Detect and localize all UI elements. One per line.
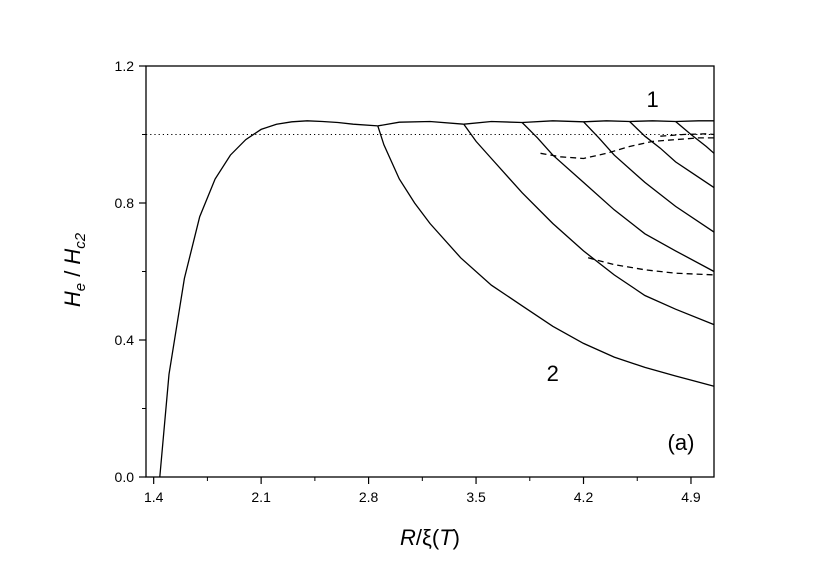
x-tick-label: 2.8 bbox=[359, 489, 379, 505]
x-tick-label: 3.5 bbox=[466, 489, 486, 505]
series-dashed-16 bbox=[587, 257, 715, 276]
x-tick-label: 1.4 bbox=[144, 489, 164, 505]
ticks-layer: 1.4 2.1 2.8 3.5 4.2 4.9 0.0 0.4 0.8 1.2 bbox=[115, 58, 701, 505]
series-solid-9 bbox=[463, 123, 715, 326]
curves-layer bbox=[146, 120, 715, 478]
curve-label-1: 1 bbox=[646, 87, 658, 112]
curve-label-2: 2 bbox=[547, 361, 559, 386]
x-axis-title-mid: /ξ( bbox=[416, 525, 440, 550]
series-solid-1 bbox=[159, 120, 378, 478]
panel-label: (a) bbox=[668, 430, 695, 455]
x-tick-label: 4.9 bbox=[681, 489, 701, 505]
series-solid-12 bbox=[629, 121, 715, 189]
series-solid-2 bbox=[377, 120, 464, 127]
x-axis-title: R/ξ(T) bbox=[400, 525, 460, 550]
x-axis-title-end: ) bbox=[453, 525, 460, 550]
series-solid-4 bbox=[522, 120, 584, 124]
series-solid-3 bbox=[463, 120, 523, 125]
x-axis-title-var: R bbox=[400, 525, 416, 550]
series-solid-13 bbox=[675, 121, 715, 154]
y-tick-label: 0.4 bbox=[115, 332, 135, 348]
series-solid-10 bbox=[521, 122, 715, 273]
series-dashed-14 bbox=[540, 137, 714, 160]
y-axis-title-sep: / bbox=[60, 265, 85, 283]
x-tick-label: 4.2 bbox=[574, 489, 594, 505]
series-solid-8 bbox=[377, 125, 715, 387]
series-dashed-15 bbox=[660, 133, 715, 137]
y-axis-title-sub1: e bbox=[72, 283, 89, 291]
y-tick-label: 1.2 bbox=[115, 58, 135, 74]
y-tick-label: 0.8 bbox=[115, 195, 135, 211]
series-solid-6 bbox=[629, 120, 676, 123]
plot-frame bbox=[145, 65, 715, 478]
series-solid-7 bbox=[675, 120, 714, 123]
x-tick-label: 2.1 bbox=[251, 489, 271, 505]
x-axis-title-arg: T bbox=[439, 525, 454, 550]
y-axis-title-h2: H bbox=[60, 249, 85, 265]
y-axis-title-h1: H bbox=[60, 291, 85, 307]
y-axis-title: He / Hc2 bbox=[60, 232, 89, 307]
series-solid-11 bbox=[583, 121, 715, 233]
y-tick-label: 0.0 bbox=[115, 469, 135, 485]
y-axis-title-sub2: c2 bbox=[72, 232, 89, 249]
series-solid-5 bbox=[583, 120, 630, 123]
